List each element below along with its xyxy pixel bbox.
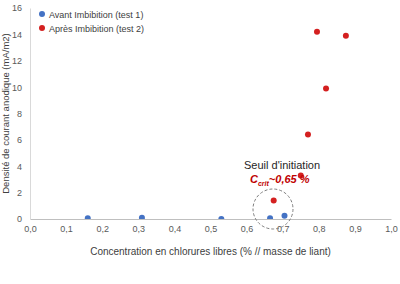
annotation-part: crit: [258, 180, 270, 187]
series: [85, 213, 288, 219]
point: [314, 29, 320, 35]
legend: Avant Imbibition (test 1) Après Imbibitio…: [39, 10, 144, 34]
y-tick: 4: [17, 162, 30, 172]
legend-label: Avant Imbibition (test 1): [49, 10, 143, 20]
y-tick-label: 4: [17, 162, 22, 172]
x-tick-label: 0,5: [205, 224, 218, 234]
y-tick: 16: [12, 3, 30, 13]
x-tick-label: 0,6: [241, 224, 254, 234]
annotation-text: Ccrit~0,65 %: [250, 173, 310, 187]
x-tick: 1,0: [385, 219, 398, 234]
point: [85, 215, 91, 219]
y-tick-label: 12: [12, 56, 22, 66]
x-tick-label: 0,2: [96, 224, 109, 234]
y-tick: 2: [17, 188, 30, 198]
legend-item: Avant Imbibition (test 1): [39, 10, 143, 20]
y-tick: 8: [17, 109, 30, 119]
y-tick: 10: [12, 83, 30, 93]
legend-marker: [39, 11, 45, 17]
legend-marker: [39, 25, 45, 31]
point: [139, 215, 145, 219]
threshold-circle: [253, 189, 293, 229]
x-tick-label: 0,0: [24, 224, 37, 234]
x-tick: 0,9: [349, 219, 362, 234]
annotation: Seuil d'initiation Ccrit~0,65 %: [244, 159, 320, 229]
y-tick: 12: [12, 56, 30, 66]
point: [267, 215, 273, 219]
point: [218, 216, 224, 219]
y-tick: 0: [17, 214, 30, 224]
legend-item: Après Imbibition (test 2): [39, 24, 144, 34]
x-tick: 0,5: [205, 219, 218, 234]
point: [305, 132, 311, 138]
point: [282, 213, 288, 219]
point: [323, 85, 329, 91]
legend-label: Après Imbibition (test 2): [49, 24, 144, 34]
x-tick: 0,0: [24, 219, 37, 234]
x-axis-title: Concentration en chlorures libres (% // …: [90, 246, 331, 257]
y-axis-title: Densité de courant anodique (mA/m2): [0, 33, 11, 194]
y-tick: 6: [17, 135, 30, 145]
x-tick-label: 0,8: [313, 224, 326, 234]
y-tick-label: 10: [12, 83, 22, 93]
point: [343, 33, 349, 39]
x-tick-label: 1,0: [385, 224, 398, 234]
x-axis: 0,00,10,20,30,40,50,60,70,80,91,0: [24, 219, 398, 234]
x-tick: 0,1: [60, 219, 73, 234]
y-tick-label: 16: [12, 3, 22, 13]
y-axis: 0 2 4 6 8 10 12 14 16: [12, 3, 31, 224]
y-tick-label: 6: [17, 135, 22, 145]
y-tick-label: 0: [17, 214, 22, 224]
y-tick-label: 14: [12, 30, 22, 40]
x-tick: 0,2: [96, 219, 109, 234]
x-tick: 0,8: [313, 219, 326, 234]
chart: 0,00,10,20,30,40,50,60,70,80,91,00246810…: [0, 0, 400, 284]
x-tick: 0,6: [241, 219, 254, 234]
annotation-text: Seuil d'initiation: [244, 159, 320, 171]
x-tick-label: 0,9: [349, 224, 362, 234]
x-tick-label: 0,1: [60, 224, 73, 234]
x-tick: 0,3: [133, 219, 146, 234]
annotation-part: ~0,65 %: [269, 173, 310, 185]
plot-area: [85, 29, 349, 219]
y-axis-line: [30, 9, 31, 220]
x-tick-label: 0,4: [169, 224, 182, 234]
y-tick-label: 2: [17, 188, 22, 198]
y-tick-label: 8: [17, 109, 22, 119]
point: [271, 198, 277, 204]
x-tick: 0,4: [169, 219, 182, 234]
x-axis-line: [31, 219, 392, 220]
y-tick: 14: [12, 30, 30, 40]
x-tick-label: 0,3: [133, 224, 146, 234]
